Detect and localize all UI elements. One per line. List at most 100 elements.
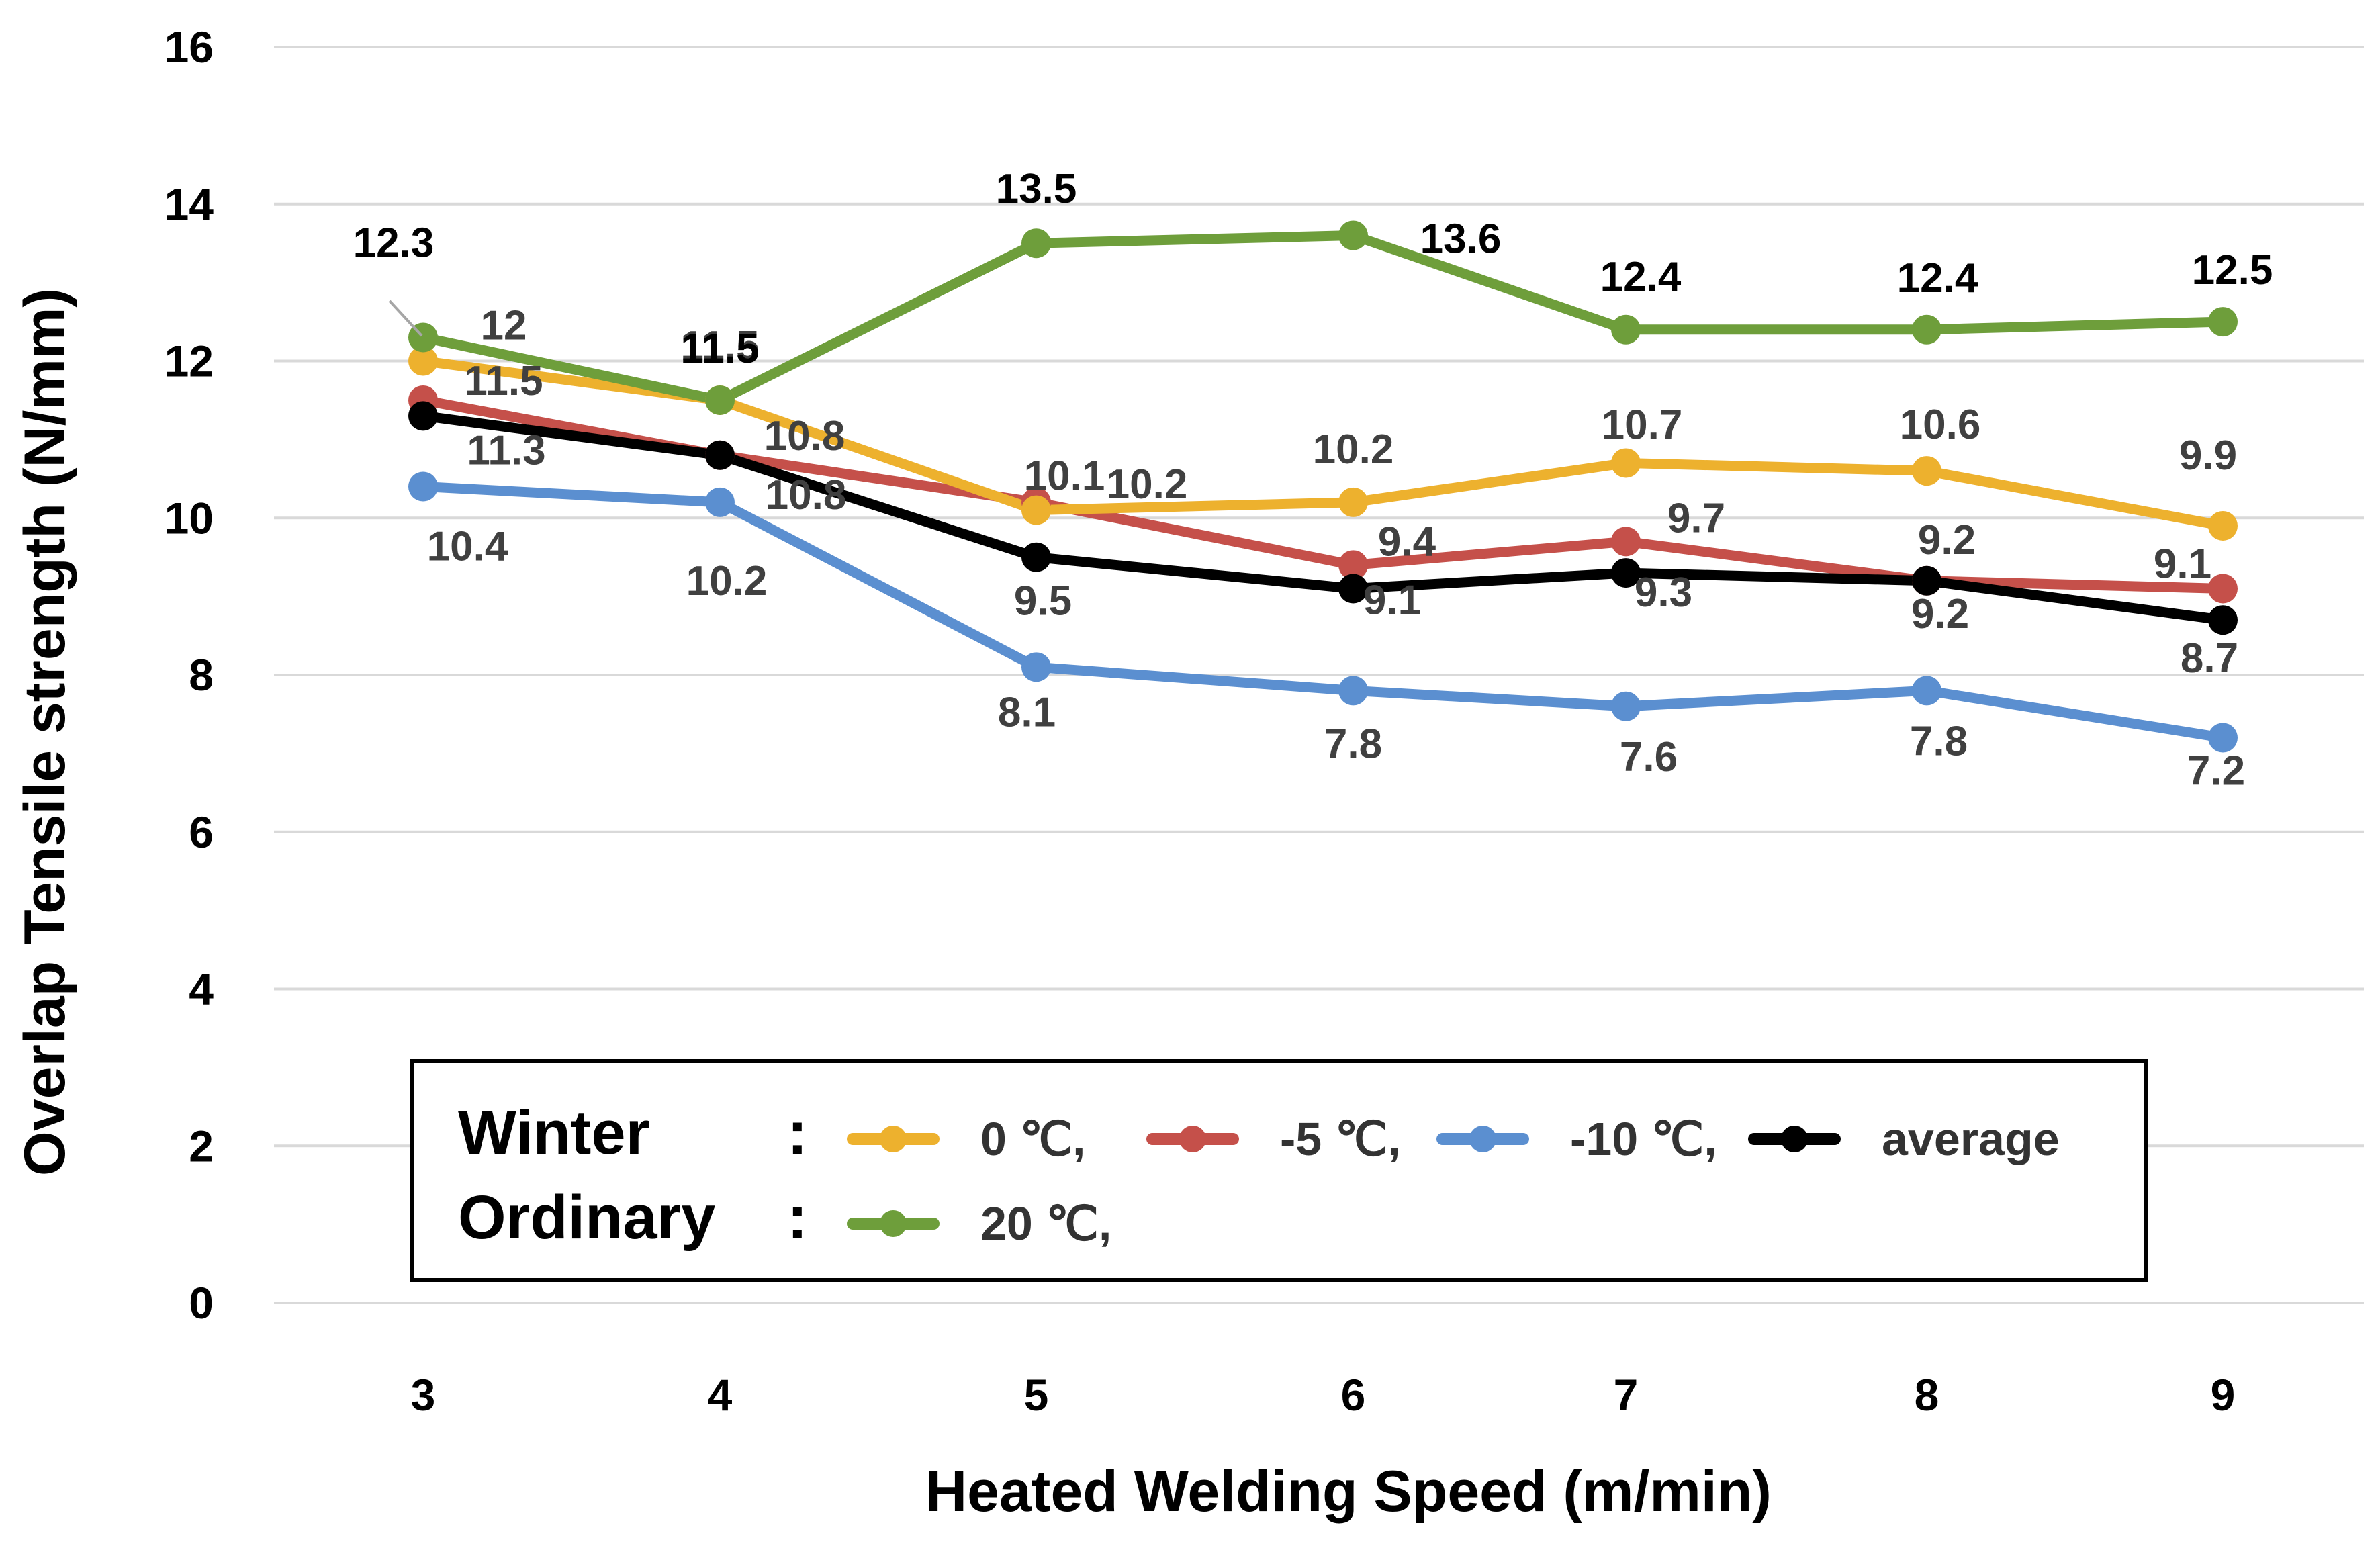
data-label: 12.4 [1897,255,1978,302]
data-point [1021,542,1051,572]
y-tick-label: 8 [189,650,214,700]
data-label: 9.9 [2179,432,2237,479]
legend-item-label: 20 ℃, [980,1197,1111,1250]
data-label: 10.4 [427,524,508,570]
data-label: 10.6 [1900,402,1981,448]
data-point [2208,605,2238,635]
data-point [1912,676,1941,706]
data-point [1021,228,1051,259]
data-point [1611,314,1641,345]
x-tick-label: 7 [1614,1370,1639,1420]
data-label: 9.4 [1378,518,1436,565]
legend-swatch-marker [1179,1126,1206,1152]
x-axis-title: Heated Welding Speed (m/min) [925,1459,1772,1524]
data-point [1338,676,1368,706]
legend-swatch-marker [880,1126,907,1152]
data-label: 11.5 [464,358,543,404]
data-point [1912,314,1941,345]
data-label: 11.3 [467,427,545,473]
y-tick-label: 4 [189,964,214,1014]
legend-ordinary-label: Ordinary [458,1183,715,1252]
data-label: 9.3 [1635,569,1692,616]
data-label: 10.1 [1024,453,1105,500]
series-markers [408,220,2238,753]
legend-ordinary-separator: : [787,1183,808,1252]
data-label: 13.5 [996,166,1077,212]
leader-line [388,300,423,337]
data-label: 9.5 [1014,578,1072,625]
data-label: 12 [481,303,527,349]
y-tick-label: 6 [189,807,214,857]
legend-winter-separator: : [787,1099,808,1167]
data-label: 10.2 [1107,461,1188,508]
data-point [1338,574,1368,604]
legend-swatch-marker [1781,1126,1808,1152]
legend-item-label: -10 ℃, [1570,1113,1717,1165]
data-label: 10.7 [1602,402,1683,448]
data-point [1912,565,1941,596]
data-point [1611,558,1641,588]
data-label: 8.7 [2181,635,2238,682]
data-label: 9.2 [1911,591,1969,637]
legend-swatch-marker [880,1210,907,1237]
data-label: 10.8 [766,472,847,518]
legend-box [410,1059,2148,1282]
data-label: 12.3 [353,220,434,266]
data-label: 7.8 [1910,718,1968,764]
y-tick-label: 10 [165,493,214,543]
legend: Winter : Ordinary : 0 ℃, -5 ℃, -10 ℃, avera… [410,1059,2148,1282]
x-tick-label: 3 [411,1370,436,1420]
data-point [705,385,735,415]
y-tick-label: 0 [189,1278,214,1328]
data-label: 13.6 [1420,216,1502,263]
data-label: 8.1 [998,689,1056,735]
data-point [408,471,438,502]
data-point [408,346,438,376]
data-point [1611,448,1641,478]
data-point [1338,487,1368,517]
data-point [1611,691,1641,721]
data-point [1338,550,1368,580]
data-point [1338,220,1368,250]
data-point [2208,574,2238,604]
data-point [2208,307,2238,337]
data-label: 12.4 [1600,254,1682,300]
data-point [705,487,735,517]
y-tick-label: 2 [189,1121,214,1171]
data-label: 9.2 [1918,517,1976,563]
data-point [2208,510,2238,541]
data-point [2208,723,2238,753]
legend-winter-label: Winter [458,1099,649,1167]
legend-item-label: average [1882,1113,2060,1165]
data-label: 10.2 [686,558,768,604]
data-point [408,401,438,431]
legend-swatch-marker [1469,1126,1496,1152]
data-label: 9.1 [2154,541,2211,587]
data-label: 7.8 [1324,721,1382,767]
data-labels: 10.410.28.17.8 7.6 7.87.211.510.810.29.49.… [353,166,2273,794]
y-tick-label: 14 [165,179,214,229]
series-lines [418,230,2228,743]
data-label: 12.5 [2192,247,2273,293]
y-tick-label: 12 [165,336,214,386]
data-point [1912,456,1941,486]
data-label: 11.5 [680,326,759,372]
legend-item-label: -5 ℃, [1280,1113,1401,1165]
data-label: 10.8 [764,413,845,459]
data-label: 7.2 [2187,748,2245,794]
y-axis-ticks: 0 2 4 6 8 10 12 14 16 [165,22,214,1328]
data-label: 9.7 [1667,495,1725,541]
x-axis-ticks: 3 4 5 6 7 8 9 [411,1370,2236,1420]
data-point [1021,495,1051,525]
x-tick-label: 8 [1915,1370,1939,1420]
data-point [1611,527,1641,557]
x-tick-label: 4 [708,1370,733,1420]
x-tick-label: 5 [1024,1370,1049,1420]
data-label: 10.2 [1313,426,1394,473]
data-point [1021,652,1051,682]
y-tick-label: 16 [165,22,214,72]
legend-item-label: 0 ℃, [980,1113,1085,1165]
x-tick-label: 9 [2211,1370,2236,1420]
y-axis-title: Overlap Tensile strength (N/mm) [13,288,77,1176]
